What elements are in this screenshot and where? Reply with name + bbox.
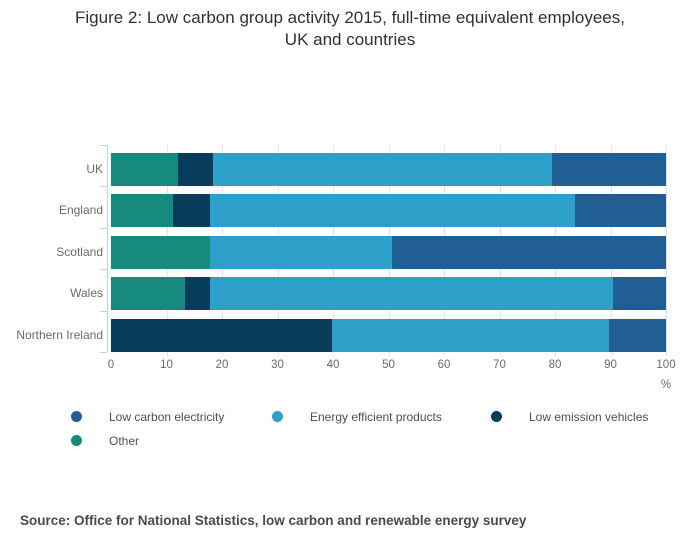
bar-segment-low-carbon-electricity[interactable] <box>391 235 666 269</box>
bar-segment-low-emission-vehicles[interactable] <box>177 153 214 186</box>
bar-segment-low-carbon-electricity[interactable] <box>574 194 666 228</box>
bar-segment-energy-efficient-products[interactable] <box>209 235 392 269</box>
bar-segment-other[interactable] <box>111 235 210 269</box>
x-tick-label-20: 20 <box>215 359 229 371</box>
legend-item-low-emission-vehicles: Low emission vehicles <box>491 409 648 424</box>
x-tick-label-10: 10 <box>160 359 173 371</box>
y-axis-tick <box>100 145 107 146</box>
category-label-scotland: Scotland <box>56 244 103 259</box>
x-tick-label-40: 40 <box>326 359 340 371</box>
bar-row-uk <box>111 153 666 186</box>
x-tick-label-60: 60 <box>437 359 451 371</box>
legend-marker-icon <box>272 411 283 422</box>
category-label-wales: Wales <box>70 286 103 301</box>
bar-segment-other[interactable] <box>111 153 178 186</box>
bar-segment-low-carbon-electricity[interactable] <box>613 277 666 311</box>
x-tick-label-50: 50 <box>382 359 395 371</box>
chart-title: Figure 2: Low carbon group activity 2015… <box>75 8 625 49</box>
x-tick-label-0: 0 <box>107 359 115 371</box>
bar-row-northern-ireland <box>111 318 666 352</box>
legend-item-other: Other <box>71 433 139 448</box>
x-axis-unit-label: % <box>660 379 672 391</box>
y-axis-line <box>107 145 108 352</box>
y-axis-tick <box>100 227 107 229</box>
bar-segment-other[interactable] <box>111 277 185 311</box>
x-axis-tick-labels: 0 10 20 30 40 50 60 70 80 90 100 <box>107 359 676 373</box>
bar-segment-energy-efficient-products[interactable] <box>331 318 609 352</box>
bar-row-wales <box>111 277 666 311</box>
gridline <box>666 145 667 356</box>
legend-marker-icon <box>491 411 502 422</box>
legend-label: Energy efficient products <box>310 409 442 424</box>
y-axis-tick <box>100 310 107 312</box>
source-note: Source: Office for National Statistics, … <box>20 513 527 528</box>
x-tick-label-30: 30 <box>271 359 284 371</box>
bar-segment-energy-efficient-products[interactable] <box>213 153 553 186</box>
bar-segment-low-emission-vehicles[interactable] <box>173 194 210 228</box>
x-tick-label-80: 80 <box>548 359 562 371</box>
bar-segment-low-carbon-electricity[interactable] <box>608 318 666 352</box>
y-axis-tick <box>100 352 107 353</box>
category-label-uk: UK <box>86 162 103 176</box>
legend-item-energy-efficient-products: Energy efficient products <box>272 409 442 424</box>
y-axis-tick <box>100 269 107 271</box>
category-axis-labels: UK England Scotland Wales Northern Ireland <box>0 0 103 549</box>
bar-segment-energy-efficient-products[interactable] <box>209 277 614 311</box>
legend-label: Low emission vehicles <box>529 409 649 424</box>
y-axis-tick <box>100 186 107 188</box>
bar-segment-low-carbon-electricity[interactable] <box>552 153 666 186</box>
legend-marker-icon <box>71 435 82 446</box>
bar-segment-other[interactable] <box>111 194 174 228</box>
bar-segment-low-emission-vehicles[interactable] <box>111 318 332 352</box>
bar-row-england <box>111 194 666 228</box>
bar-segment-low-emission-vehicles[interactable] <box>184 277 210 311</box>
legend-marker-icon <box>71 411 82 422</box>
category-label-northern-ireland: Northern Ireland <box>16 327 103 342</box>
legend-label: Low carbon electricity <box>109 409 225 424</box>
category-label-england: England <box>58 203 103 218</box>
plot-area <box>111 145 667 356</box>
bar-segment-energy-efficient-products[interactable] <box>209 194 575 228</box>
x-tick-label-100: 100 <box>656 359 676 371</box>
x-tick-label-70: 70 <box>493 359 506 371</box>
x-tick-label-90: 90 <box>604 359 617 371</box>
legend-item-low-carbon-electricity: Low carbon electricity <box>71 409 224 424</box>
legend-label: Other <box>109 433 140 448</box>
bar-row-scotland <box>111 235 666 269</box>
